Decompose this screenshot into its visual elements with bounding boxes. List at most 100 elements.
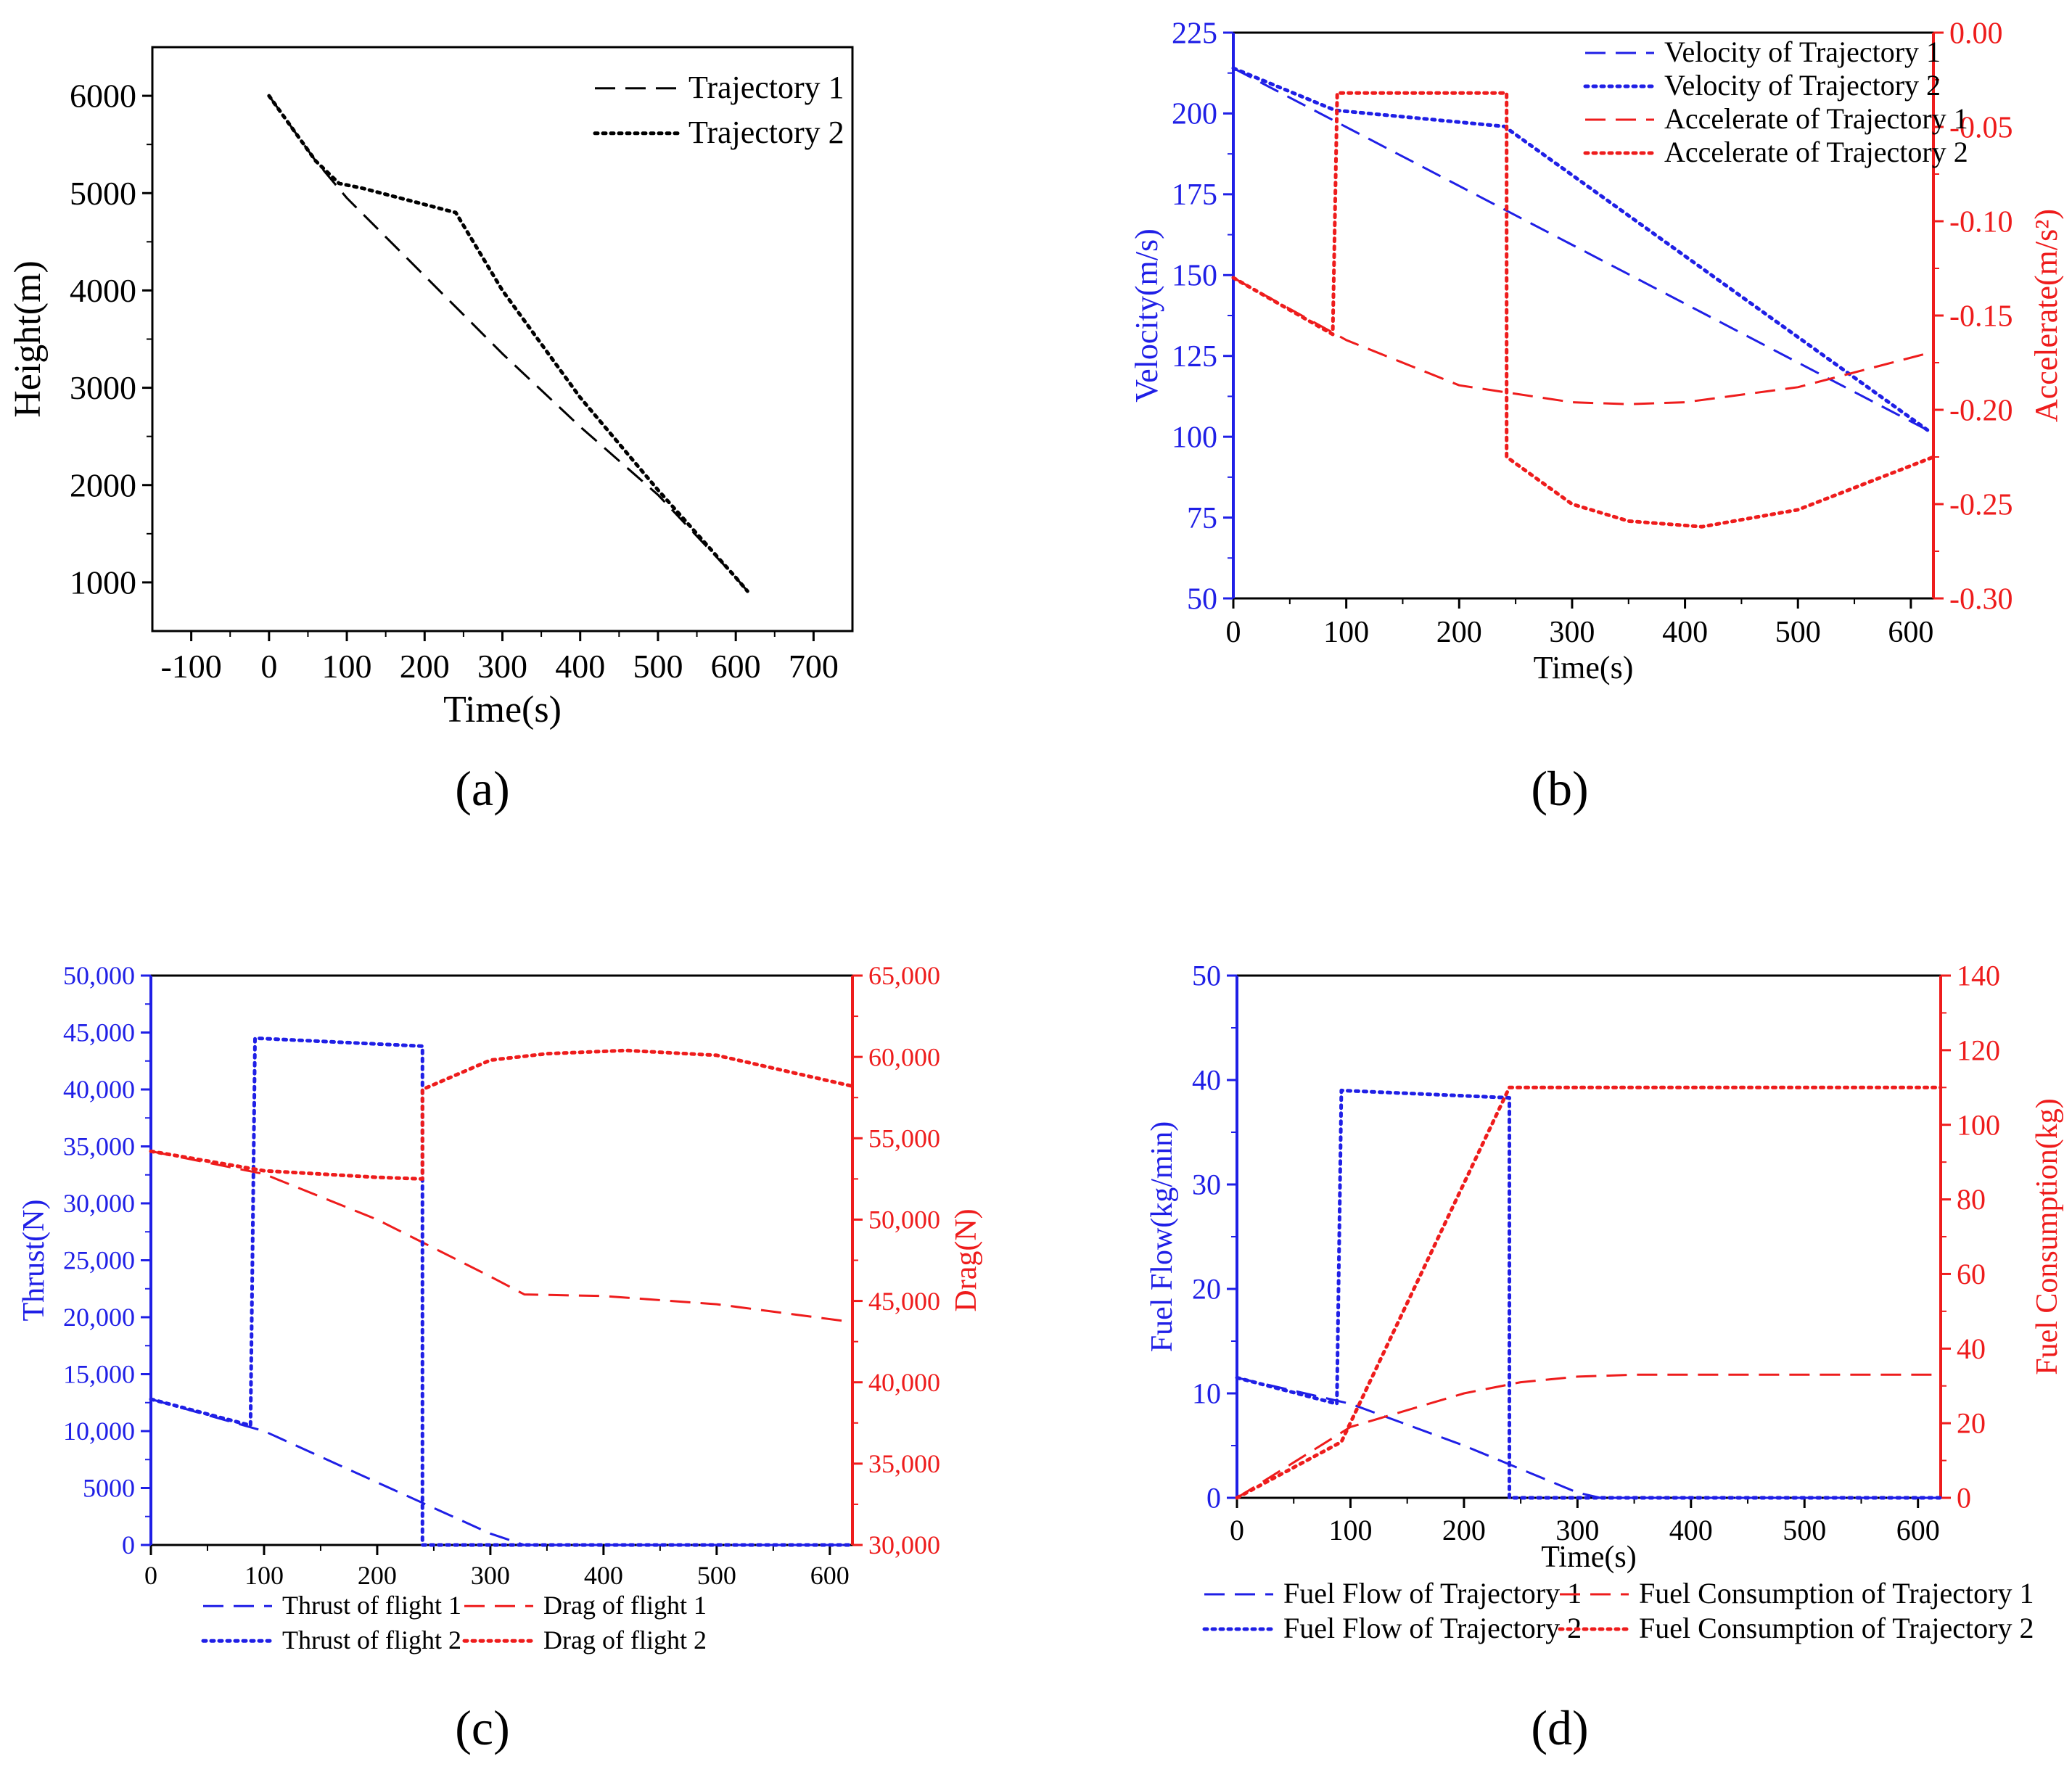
x-tick-label: 600 [1888, 616, 1933, 649]
panel-a-chart: -100 0 100 200 300 400 500 600 700 1000 2000 3000 40… [7, 46, 854, 730]
y-tick-label: 40,000 [63, 1075, 135, 1104]
y-right-tick-label: -0.25 [1949, 488, 2013, 522]
caption-a: (a) [455, 761, 509, 816]
panel-d-chart: 0 100 200 300 400 500 600010203040500204060801… [1146, 960, 2064, 1644]
x-tick-label: 500 [1783, 1514, 1826, 1546]
y-tick-label: 175 [1172, 178, 1217, 212]
y-tick-label: 20,000 [63, 1303, 135, 1332]
y-right-tick-label: -0.10 [1949, 205, 2013, 239]
y-tick-label: 30 [1192, 1169, 1221, 1201]
legend-label: Fuel Flow of Trajectory 2 [1283, 1612, 1582, 1644]
y-tick-label: 50,000 [63, 961, 135, 990]
x-tick-label: 200 [358, 1561, 397, 1590]
x-tick-label: 300 [477, 648, 527, 685]
x-tick-label: 300 [471, 1561, 510, 1590]
y-right-tick-label: 55,000 [868, 1124, 940, 1153]
y-axis-label: Fuel Flow(kg/min) [1146, 1121, 1179, 1353]
x-tick-label: 400 [584, 1561, 623, 1590]
y-right-tick-label: 60,000 [868, 1042, 940, 1071]
y-right-tick-label: -0.30 [1949, 582, 2013, 616]
x-tick-label: 100 [244, 1561, 284, 1590]
y-right-tick-label: -0.05 [1949, 111, 2013, 144]
series-line-c-4 [149, 1048, 855, 1181]
y-axis-label: Height(m) [7, 260, 49, 418]
series-line-a-1 [268, 95, 749, 592]
y-tick-label: 3000 [70, 369, 136, 406]
y-tick-label: 150 [1172, 260, 1217, 293]
legend-label: Thrust of flight 1 [282, 1591, 461, 1620]
y-right-tick-label: 40 [1957, 1332, 1986, 1365]
x-tick-label: 300 [1549, 616, 1595, 649]
y-right-tick-label: 20 [1957, 1407, 1986, 1440]
x-tick-label: -100 [160, 648, 221, 685]
y-right-tick-label: 0 [1957, 1482, 1971, 1515]
series-line-c-2 [150, 1150, 853, 1324]
series-line-b-3 [1233, 276, 1928, 405]
x-tick-label: 0 [260, 648, 277, 685]
y-tick-label: 40 [1192, 1064, 1221, 1097]
legend-d: Fuel Flow of Trajectory 1 Fuel Consumptio… [1202, 1577, 2034, 1644]
x-axis-label: Time(s) [1534, 650, 1634, 685]
legend-label: Accelerate of Trajectory 1 [1664, 102, 1968, 135]
y-tick-label: 0 [1206, 1482, 1221, 1515]
x-tick-label: 400 [1662, 616, 1708, 649]
y-right-tick-label: 80 [1957, 1183, 1986, 1216]
x-tick-label: 500 [633, 648, 683, 685]
x-tick-label: 500 [697, 1561, 736, 1590]
y-tick-label: 30,000 [63, 1189, 135, 1218]
panel-c-chart: 0 100 200 300 400 500 600 0 5000 10,000 15,000 20,0… [17, 961, 983, 1654]
y-tick-label: 1000 [70, 564, 136, 601]
x-tick-label: 600 [810, 1561, 850, 1590]
x-tick-label: 700 [789, 648, 839, 685]
legend-label: Accelerate of Trajectory 2 [1664, 136, 1968, 168]
legend-label: Drag of flight 2 [543, 1625, 707, 1654]
y-axis-label: Thrust(N) [17, 1200, 51, 1322]
x-tick-label: 100 [1323, 616, 1369, 649]
y-right-tick-label: -0.20 [1949, 394, 2013, 427]
y-tick-label: 2000 [70, 466, 136, 503]
y-tick-label: 200 [1172, 98, 1217, 131]
series-line-d-3 [1235, 1088, 1943, 1500]
y-tick-label: 100 [1172, 421, 1217, 454]
y-right-axis-label: Accelerate(m/s²) [2028, 209, 2064, 422]
x-tick-label: 0 [1226, 616, 1241, 649]
y-tick-label: 10,000 [63, 1417, 135, 1446]
y-axis-label: Velocity(m/s) [1129, 228, 1164, 403]
y-tick-label: 10 [1192, 1377, 1221, 1410]
y-tick-label: 5000 [83, 1474, 135, 1503]
legend-label: Drag of flight 1 [543, 1591, 707, 1620]
legend-label: Fuel Flow of Trajectory 1 [1283, 1577, 1582, 1610]
y-right-tick-label: 30,000 [868, 1530, 940, 1559]
x-tick-label: 400 [1669, 1514, 1713, 1546]
y-right-tick-label: -0.15 [1949, 300, 2013, 333]
y-tick-label: 50 [1192, 960, 1221, 992]
y-tick-label: 50 [1187, 582, 1217, 616]
legend-label: Thrust of flight 2 [282, 1625, 461, 1654]
y-right-axis-label: Drag(N) [950, 1208, 983, 1311]
legend-a: Trajectory 1 Trajectory 2 [593, 70, 844, 150]
x-tick-label: 400 [555, 648, 605, 685]
series-line-a-2 [267, 94, 749, 593]
legend-label: Trajectory 2 [688, 115, 844, 150]
y-right-tick-label: 45,000 [868, 1287, 940, 1316]
legend-label: Fuel Consumption of Trajectory 1 [1639, 1577, 2034, 1610]
x-tick-label: 600 [1896, 1514, 1940, 1546]
x-tick-label: 600 [711, 648, 761, 685]
y-tick-label: 4000 [70, 272, 136, 309]
series-line-c-1 [150, 1398, 852, 1546]
series-line-c-3 [149, 1036, 855, 1547]
caption-d: (d) [1531, 1700, 1588, 1755]
y-tick-label: 0 [122, 1530, 135, 1559]
x-tick-label: 300 [1555, 1514, 1599, 1546]
y-tick-label: 20 [1192, 1273, 1221, 1306]
y-tick-label: 25,000 [63, 1246, 135, 1275]
y-tick-label: 125 [1172, 340, 1217, 374]
y-tick-label: 45,000 [63, 1018, 135, 1047]
caption-b: (b) [1531, 761, 1588, 816]
y-tick-label: 35,000 [63, 1132, 135, 1161]
x-axis-label: Time(s) [443, 689, 562, 730]
caption-c: (c) [455, 1700, 509, 1755]
legend-label: Velocity of Trajectory 2 [1664, 69, 1941, 102]
legend-label: Trajectory 1 [688, 70, 844, 105]
legend-label: Velocity of Trajectory 1 [1664, 36, 1941, 68]
